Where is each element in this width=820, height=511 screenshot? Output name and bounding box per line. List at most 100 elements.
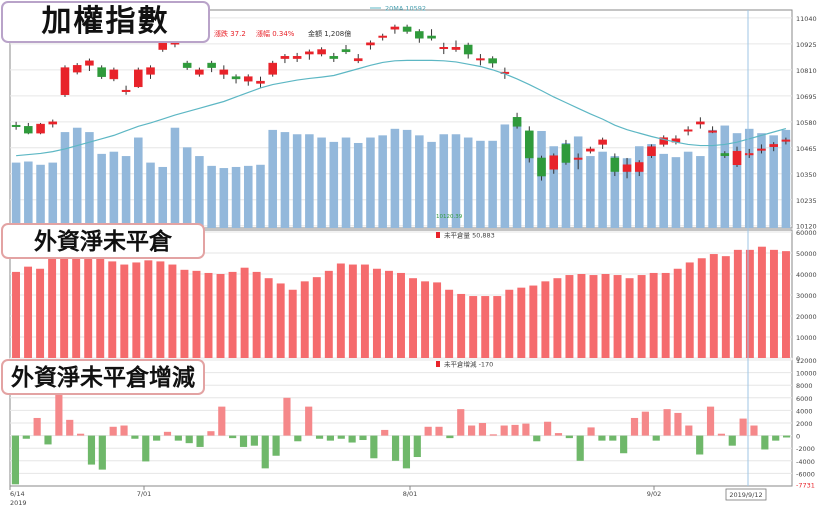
price-axis-tick-label: 10580 xyxy=(796,119,817,127)
volume-bar xyxy=(525,130,534,228)
chg-bar xyxy=(717,433,725,436)
ma20-legend-label: 20MA 10592 xyxy=(385,5,426,13)
chg-bar xyxy=(131,435,139,439)
chg-bar xyxy=(66,419,74,436)
candle-body xyxy=(586,148,595,152)
oi-bar xyxy=(565,275,574,358)
candle-body xyxy=(195,69,204,75)
chg-bar xyxy=(500,425,508,436)
candle-body xyxy=(598,139,607,145)
volume-bar xyxy=(36,164,45,228)
volume-bar xyxy=(24,161,33,228)
chg-bar xyxy=(739,418,747,436)
chg-axis-tick-label: -2000 xyxy=(796,445,815,453)
candle-body xyxy=(11,124,21,127)
chg-bar xyxy=(782,435,791,438)
chg-bar xyxy=(620,435,628,454)
volume-bar xyxy=(317,137,326,228)
chg-axis-tick-label: 2000 xyxy=(796,420,813,428)
oi-bar xyxy=(769,249,778,358)
chg-bar xyxy=(413,435,421,458)
crosshair-date-box xyxy=(725,488,767,501)
candle-body xyxy=(305,51,314,55)
chg-axis-tick-label: -6000 xyxy=(796,470,815,478)
chg-bar xyxy=(174,435,182,441)
chg-bar xyxy=(424,426,432,436)
price-axis-tick-label: 10235 xyxy=(796,197,817,205)
oi-bar xyxy=(204,272,213,358)
oi-axis-tick-label: 30000 xyxy=(796,292,817,300)
candle-body xyxy=(512,117,522,127)
chg-bar xyxy=(446,435,454,439)
chg-bar xyxy=(402,435,411,469)
volume-bar xyxy=(256,164,265,228)
volume-bar xyxy=(573,136,583,228)
chg-bar xyxy=(728,435,736,446)
volume-bar xyxy=(97,153,106,228)
candle-body xyxy=(647,146,656,156)
volume-bar xyxy=(671,157,681,228)
candle-body xyxy=(280,56,290,59)
chg-bar xyxy=(163,431,172,436)
oi-bar xyxy=(384,270,393,358)
chg-bar xyxy=(609,435,617,441)
oi-bar xyxy=(637,275,646,358)
price-axis-tick-label: 11040 xyxy=(796,15,817,23)
oi-bar xyxy=(276,283,285,358)
chg-axis-tick-label: -4000 xyxy=(796,458,815,466)
candle-body xyxy=(757,148,766,151)
x-axis-tick-label: 8/01 xyxy=(403,490,418,498)
chg-bar xyxy=(706,406,715,436)
volume-bar xyxy=(488,140,497,228)
candle-body xyxy=(402,26,412,32)
oi-bar xyxy=(12,271,20,358)
oi-bar xyxy=(312,277,321,358)
volume-bar xyxy=(219,168,229,228)
price-axis-tick-label: 10925 xyxy=(796,41,817,49)
candle-body xyxy=(488,58,497,64)
candle-body xyxy=(72,65,82,73)
candle-body xyxy=(732,150,742,165)
candle-body xyxy=(769,144,778,147)
price-axis-tick-label: 10350 xyxy=(796,171,817,179)
oi-bar xyxy=(589,275,598,358)
price-axis-tick-label: 10810 xyxy=(796,67,817,75)
volume-bar xyxy=(11,162,21,228)
oi-bar xyxy=(721,256,730,358)
amount-label: 金額 1,208億 xyxy=(308,29,351,38)
volume-bar xyxy=(720,125,730,228)
candle-body xyxy=(781,139,791,142)
oi-bar xyxy=(649,272,658,358)
oi-bar xyxy=(72,249,81,358)
volume-bar xyxy=(757,133,766,228)
chg-bar xyxy=(761,435,769,450)
candle-body xyxy=(439,47,449,50)
candle-body xyxy=(256,80,265,84)
chg-bar xyxy=(153,435,161,441)
volume-bar xyxy=(243,165,253,228)
candle-body xyxy=(549,155,559,170)
oi-bar xyxy=(252,271,261,358)
candle-body xyxy=(378,35,387,38)
candle-body xyxy=(292,56,302,59)
chg-bar xyxy=(196,435,204,447)
change-pct-label: 漲幅 0.34% xyxy=(256,29,295,38)
chg-bar xyxy=(359,435,367,441)
chg-bar xyxy=(22,435,30,439)
oi-bar xyxy=(661,272,670,358)
volume-bar xyxy=(610,156,620,228)
candle-body xyxy=(134,69,143,88)
volume-bar xyxy=(696,156,705,228)
oi-legend-label: 未平倉量 50,883 xyxy=(444,231,495,240)
volume-bar xyxy=(182,147,192,228)
oi-bar xyxy=(372,268,381,358)
title-index: 加權指數 xyxy=(1,1,210,43)
candle-body xyxy=(622,164,632,172)
volume-bar xyxy=(683,151,693,228)
volume-bar xyxy=(463,137,473,228)
volume-bar xyxy=(549,146,559,228)
candle-body xyxy=(146,67,155,75)
oi-bar xyxy=(120,264,129,358)
candle-body xyxy=(451,47,461,50)
volume-bar xyxy=(378,135,387,228)
